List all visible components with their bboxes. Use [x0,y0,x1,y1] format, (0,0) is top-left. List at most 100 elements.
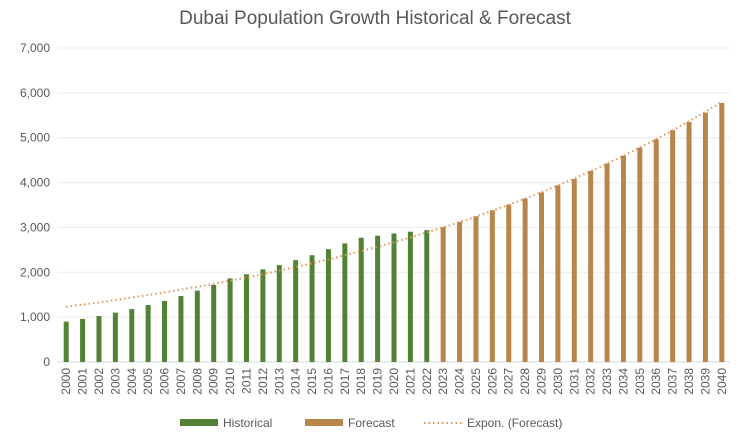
y-tick-label: 5,000 [20,131,50,145]
x-tick-label: 2039 [698,368,712,395]
y-axis: 0 1,000 2,000 3,000 4,000 5,000 6,000 7,000 [20,41,50,369]
legend-label-historical: Historical [223,416,272,430]
bar-historical-2010 [227,278,233,362]
x-tick-label: 2028 [518,368,532,395]
bar-forecast-2027 [506,204,512,362]
bar-historical-2000 [63,321,69,362]
x-tick-label: 2016 [321,368,335,395]
bar-forecast-2040 [719,102,725,362]
x-tick-label: 2001 [76,368,90,395]
bar-historical-2009 [211,284,217,362]
bar-forecast-2035 [637,147,643,362]
bar-historical-2018 [358,237,364,362]
x-tick-label: 2007 [174,368,188,395]
x-tick-label: 2031 [567,368,581,395]
x-tick-label: 2024 [453,368,467,395]
y-tick-label: 6,000 [20,86,50,100]
legend-label-forecast: Forecast [348,416,395,430]
x-tick-label: 2004 [125,368,139,395]
bar-forecast-2033 [604,163,610,362]
x-tick-label: 2014 [289,368,303,395]
bar-historical-2011 [243,274,249,362]
bar-forecast-2029 [539,192,545,362]
bar-forecast-2023 [440,226,446,362]
x-tick-label: 2005 [141,368,155,395]
x-tick-label: 2035 [633,368,647,395]
x-axis: 2000 2001 2002 2003 2004 2005 2006 2007 2008 2009… [59,368,729,395]
x-tick-label: 2025 [469,368,483,395]
bar-historical-2006 [162,300,168,362]
bar-historical-2014 [293,260,299,362]
x-tick-label: 2023 [436,368,450,395]
bar-forecast-2024 [457,221,463,362]
x-tick-label: 2009 [207,368,221,395]
x-tick-label: 2036 [649,368,663,395]
x-tick-label: 2019 [371,368,385,395]
legend-swatch-forecast [305,419,343,426]
x-tick-label: 2033 [600,368,614,395]
bar-historical-2015 [309,255,315,362]
x-tick-label: 2030 [551,368,565,395]
x-tick-label: 2010 [223,368,237,395]
bar-historical-2001 [80,318,86,362]
trendline-path [66,100,723,308]
x-tick-label: 2013 [272,368,286,395]
bar-historical-2021 [407,231,413,362]
bar-forecast-2037 [670,130,676,362]
x-tick-label: 2015 [305,368,319,395]
x-tick-label: 2038 [682,368,696,395]
x-tick-label: 2012 [256,368,270,395]
bar-forecast-2030 [555,185,561,362]
bars [63,102,725,362]
bar-historical-2017 [342,243,348,362]
x-tick-label: 2027 [502,368,516,395]
bar-forecast-2038 [686,122,692,362]
x-tick-label: 2020 [387,368,401,395]
x-tick-label: 2034 [616,368,630,395]
bar-historical-2008 [194,290,200,362]
legend: Historical Forecast Expon. (Forecast) [180,416,562,430]
trendline [66,100,723,308]
bar-historical-2012 [260,269,266,362]
bar-forecast-2032 [588,170,594,362]
y-tick-label: 2,000 [20,265,50,279]
bar-historical-2020 [391,233,397,362]
bar-historical-2007 [178,296,184,362]
x-tick-label: 2032 [584,368,598,395]
x-tick-label: 2022 [420,368,434,395]
bar-historical-2002 [96,316,102,362]
bar-forecast-2039 [702,112,708,362]
bar-historical-2004 [129,309,135,362]
bar-historical-2016 [325,249,331,362]
bar-forecast-2026 [489,210,495,362]
x-tick-label: 2037 [666,368,680,395]
x-tick-label: 2008 [190,368,204,395]
x-tick-label: 2021 [403,368,417,395]
x-tick-label: 2018 [354,368,368,395]
bar-historical-2013 [276,265,282,362]
y-tick-label: 3,000 [20,220,50,234]
bar-forecast-2034 [620,155,626,362]
bar-historical-2005 [145,305,151,362]
chart-title: Dubai Population Growth Historical & For… [179,8,572,29]
x-tick-label: 2006 [158,368,172,395]
x-tick-label: 2003 [108,368,122,395]
y-tick-label: 7,000 [20,41,50,55]
bar-historical-2019 [375,235,381,362]
x-tick-label: 2002 [92,368,106,395]
x-tick-label: 2026 [485,368,499,395]
bar-forecast-2028 [522,198,528,362]
x-tick-label: 2029 [535,368,549,395]
bar-historical-2022 [424,230,430,362]
x-tick-label: 2011 [239,368,253,394]
x-tick-label: 2000 [59,368,73,395]
x-tick-label: 2017 [338,368,352,395]
bar-forecast-2036 [653,139,659,362]
legend-label-trendline: Expon. (Forecast) [467,416,562,430]
legend-swatch-historical [180,419,218,426]
y-tick-label: 4,000 [20,176,50,190]
y-tick-label: 1,000 [20,310,50,324]
y-tick-label: 0 [43,355,50,369]
bar-forecast-2031 [571,178,577,362]
